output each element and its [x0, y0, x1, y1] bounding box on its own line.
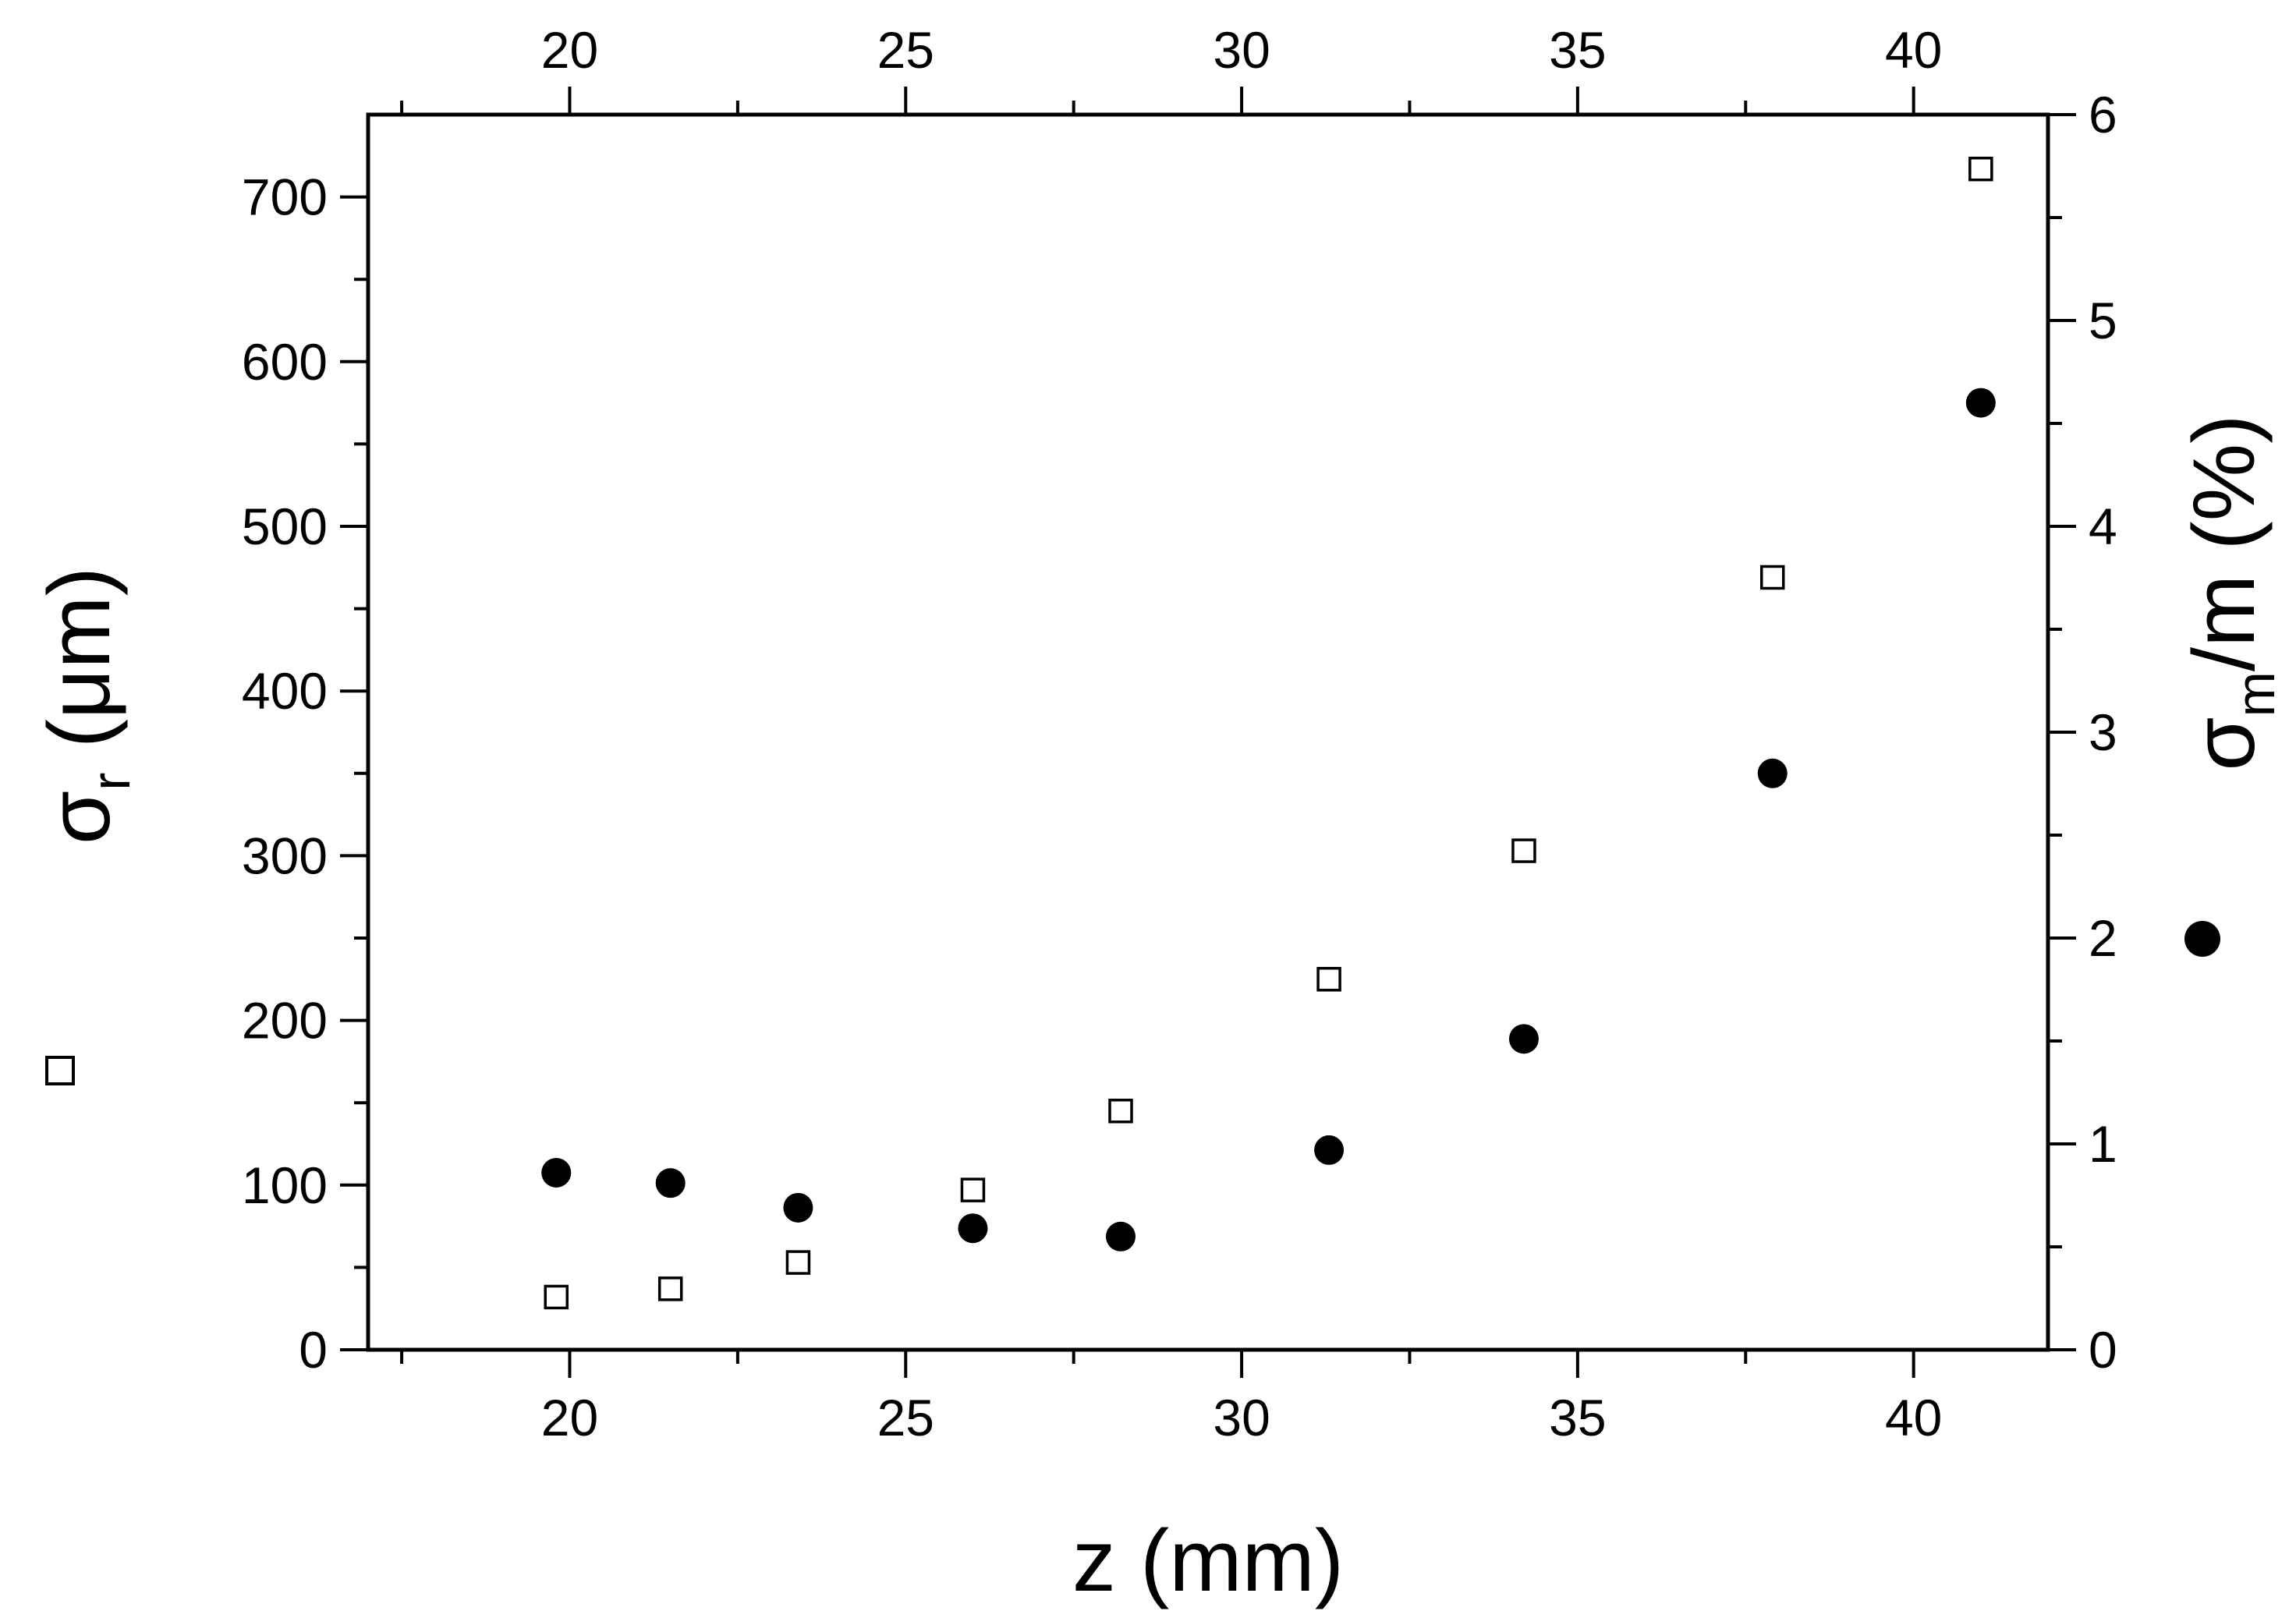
- y-left-axis-title-base: σ: [30, 791, 128, 844]
- sigma-r-point: [1108, 1099, 1133, 1124]
- y-left-tick-label: 700: [242, 168, 328, 226]
- y-right-tick-label: 2: [2089, 909, 2117, 967]
- x-tick-label-bottom: 30: [1213, 1389, 1270, 1446]
- y-right-tick-label: 5: [2089, 292, 2117, 349]
- sigma-r-point: [1759, 565, 1785, 590]
- sigma-m-point: [1314, 1135, 1345, 1165]
- sigma-r-point: [657, 1276, 683, 1301]
- sigma-r-point: [1511, 838, 1536, 863]
- x-axis-title: z (mm): [1072, 1512, 1344, 1609]
- sigma-r-point: [1968, 156, 1993, 182]
- y-right-tick-label: 3: [2089, 703, 2117, 761]
- y-left-axis-title-sub: r: [80, 773, 141, 791]
- y-right-axis-title-base: σ: [2175, 717, 2273, 770]
- y-left-tick-label: 100: [242, 1156, 328, 1214]
- y-left-axis-title-rest: (μm): [30, 567, 128, 773]
- sigma-r-point: [1316, 967, 1341, 992]
- sigma-m-point: [958, 1213, 988, 1244]
- y-right-tick-label: 6: [2089, 86, 2117, 143]
- y-right-tick-label: 1: [2089, 1115, 2117, 1173]
- x-tick-label-top: 35: [1549, 21, 1606, 79]
- y-left-tick-label: 300: [242, 827, 328, 884]
- sigma-m-point: [541, 1157, 572, 1188]
- x-tick-label-top: 25: [877, 21, 934, 79]
- marks-layer: [541, 156, 1996, 1310]
- y-right-axis-title-sub: m: [2225, 671, 2286, 717]
- ticks-layer: 2020252530303535404001002003004005006007…: [242, 21, 2117, 1446]
- y-left-tick-label: 0: [299, 1321, 328, 1379]
- plot-frame: [366, 112, 2050, 1352]
- y-left-tick-label: 600: [242, 333, 328, 391]
- sigma-m-point: [783, 1192, 813, 1223]
- sigma-m-point: [655, 1168, 686, 1198]
- x-tick-label-top: 30: [1213, 21, 1270, 79]
- y-left-tick-label: 500: [242, 497, 328, 555]
- sigma-m-point: [1508, 1024, 1539, 1054]
- sigma-m-point: [1757, 758, 1788, 788]
- x-tick-label-top: 40: [1885, 21, 1942, 79]
- x-tick-label-top: 20: [541, 21, 598, 79]
- sigma-r-point: [785, 1250, 811, 1275]
- x-tick-label-bottom: 35: [1549, 1389, 1606, 1446]
- legend-open-square: [45, 1056, 75, 1085]
- y-right-tick-label: 4: [2089, 497, 2117, 555]
- y-right-tick-label: 0: [2089, 1321, 2117, 1379]
- x-tick-label-bottom: 40: [1885, 1389, 1942, 1446]
- y-left-axis-title: σr (μm): [30, 567, 141, 844]
- sigma-r-point: [960, 1177, 986, 1202]
- sigma-m-point: [1965, 388, 1996, 418]
- legend-filled-circle: [2184, 921, 2220, 957]
- y-right-axis-title-rest: /m (%): [2175, 414, 2273, 671]
- y-left-tick-label: 200: [242, 992, 328, 1050]
- sigma-m-point: [1105, 1221, 1136, 1252]
- sigma-r-point: [544, 1284, 569, 1310]
- x-tick-label-bottom: 25: [877, 1389, 934, 1446]
- x-tick-label-bottom: 20: [541, 1389, 598, 1446]
- y-right-axis-title: σm/m (%): [2175, 414, 2286, 770]
- y-left-tick-label: 400: [242, 662, 328, 720]
